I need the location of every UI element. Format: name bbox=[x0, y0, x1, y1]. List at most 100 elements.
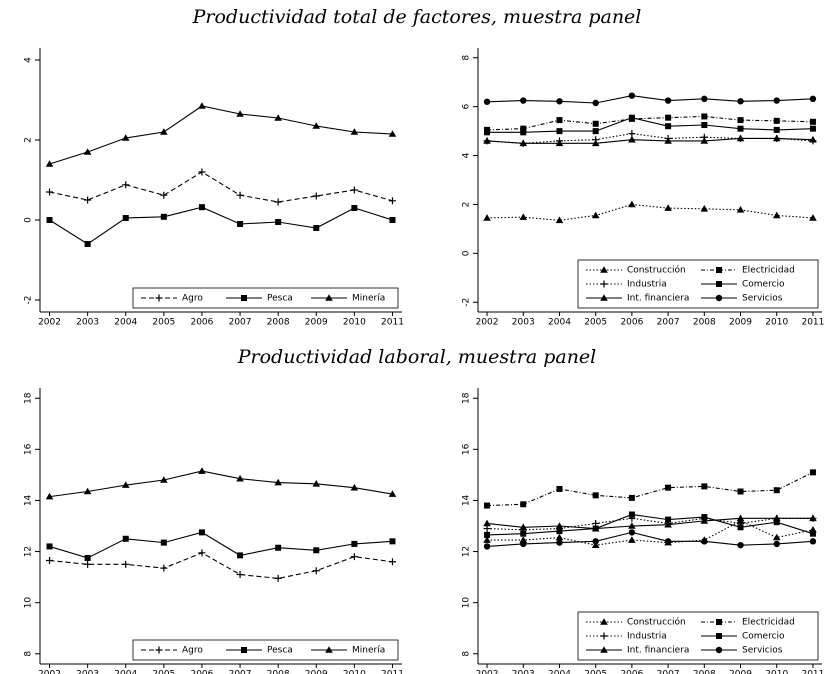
x-tick-label: 2003 bbox=[76, 318, 99, 328]
marker bbox=[591, 211, 600, 219]
marker bbox=[628, 135, 636, 143]
marker bbox=[519, 213, 528, 220]
marker bbox=[483, 137, 491, 144]
y-tick-label: 18 bbox=[24, 392, 34, 404]
legend-label: Pesca bbox=[267, 294, 293, 304]
y-tick-label: 8 bbox=[462, 55, 472, 61]
marker bbox=[592, 120, 599, 127]
marker bbox=[555, 533, 564, 541]
x-tick-label: 2006 bbox=[620, 670, 643, 674]
y-tick-label: 10 bbox=[24, 597, 34, 609]
marker bbox=[664, 204, 672, 211]
marker bbox=[809, 135, 817, 143]
marker bbox=[160, 476, 168, 483]
series-line bbox=[487, 517, 813, 531]
y-tick-label: -2 bbox=[462, 298, 472, 307]
marker bbox=[773, 519, 780, 526]
marker bbox=[628, 529, 636, 536]
marker bbox=[388, 130, 397, 137]
marker bbox=[520, 125, 527, 132]
marker bbox=[809, 95, 817, 103]
marker bbox=[591, 139, 600, 147]
x-tick-label: 2005 bbox=[584, 318, 607, 328]
series-line bbox=[49, 531, 393, 559]
series-line bbox=[487, 203, 813, 221]
x-tick-label: 2010 bbox=[343, 318, 366, 328]
marker bbox=[274, 114, 282, 121]
y-tick-label: 16 bbox=[462, 443, 472, 455]
marker bbox=[350, 553, 358, 561]
marker bbox=[236, 191, 244, 199]
x-tick-label: 2002 bbox=[38, 670, 61, 674]
marker bbox=[274, 574, 282, 582]
x-tick-label: 2007 bbox=[229, 318, 252, 328]
marker bbox=[312, 480, 321, 487]
marker bbox=[484, 531, 491, 538]
marker bbox=[665, 123, 672, 130]
marker bbox=[701, 95, 708, 103]
marker bbox=[198, 467, 206, 474]
marker bbox=[84, 241, 91, 247]
legend-marker bbox=[600, 646, 608, 653]
series-line bbox=[49, 552, 393, 579]
series-line bbox=[487, 115, 813, 131]
x-tick-label: 2004 bbox=[548, 318, 571, 328]
marker bbox=[809, 469, 816, 476]
x-tick-label: 2003 bbox=[76, 670, 99, 674]
marker bbox=[312, 567, 320, 575]
x-tick-label: 2011 bbox=[381, 318, 404, 328]
marker bbox=[236, 110, 244, 117]
marker bbox=[350, 483, 359, 491]
x-tick-label: 2010 bbox=[343, 670, 366, 674]
marker bbox=[772, 514, 781, 522]
marker bbox=[737, 488, 744, 495]
marker bbox=[160, 191, 168, 199]
y-tick-label: 4 bbox=[24, 57, 34, 63]
legend-marker bbox=[155, 294, 163, 302]
series-line bbox=[49, 470, 393, 498]
legend-label: Comercio bbox=[742, 280, 785, 290]
x-tick-label: 2008 bbox=[267, 670, 290, 674]
x-tick-label: 2010 bbox=[765, 318, 788, 328]
marker bbox=[591, 541, 600, 548]
marker bbox=[350, 128, 359, 135]
legend-marker bbox=[715, 646, 723, 654]
series-line bbox=[487, 117, 813, 133]
legend-label: Comercio bbox=[742, 632, 785, 642]
legend-label: Agro bbox=[182, 646, 203, 656]
legend-marker bbox=[600, 618, 608, 625]
marker bbox=[665, 484, 672, 491]
series-line bbox=[487, 471, 814, 507]
marker bbox=[83, 148, 92, 155]
marker bbox=[198, 529, 205, 536]
marker bbox=[556, 128, 563, 135]
y-tick-label: 8 bbox=[24, 651, 34, 657]
marker bbox=[737, 125, 744, 132]
x-tick-label: 2005 bbox=[152, 670, 175, 674]
marker bbox=[122, 560, 130, 568]
marker bbox=[664, 137, 672, 144]
y-tick-label: 18 bbox=[462, 392, 472, 404]
x-tick-label: 2007 bbox=[657, 670, 680, 674]
y-tick-label: 16 bbox=[24, 443, 34, 455]
marker bbox=[483, 214, 491, 221]
marker bbox=[737, 524, 744, 531]
x-tick-label: 2009 bbox=[729, 670, 752, 674]
marker bbox=[701, 113, 708, 120]
marker bbox=[483, 543, 491, 550]
x-tick-label: 2002 bbox=[476, 318, 499, 328]
legend-label: Agro bbox=[182, 294, 203, 304]
x-tick-label: 2005 bbox=[584, 670, 607, 674]
marker bbox=[237, 221, 244, 227]
y-tick-label: 12 bbox=[462, 546, 472, 557]
marker bbox=[198, 204, 205, 211]
marker bbox=[237, 552, 244, 559]
legend-marker bbox=[600, 266, 608, 273]
marker bbox=[809, 125, 816, 132]
marker bbox=[773, 97, 780, 104]
marker bbox=[520, 129, 527, 136]
marker bbox=[483, 536, 491, 543]
legend-label: Electricidad bbox=[742, 618, 795, 628]
marker bbox=[313, 225, 320, 231]
